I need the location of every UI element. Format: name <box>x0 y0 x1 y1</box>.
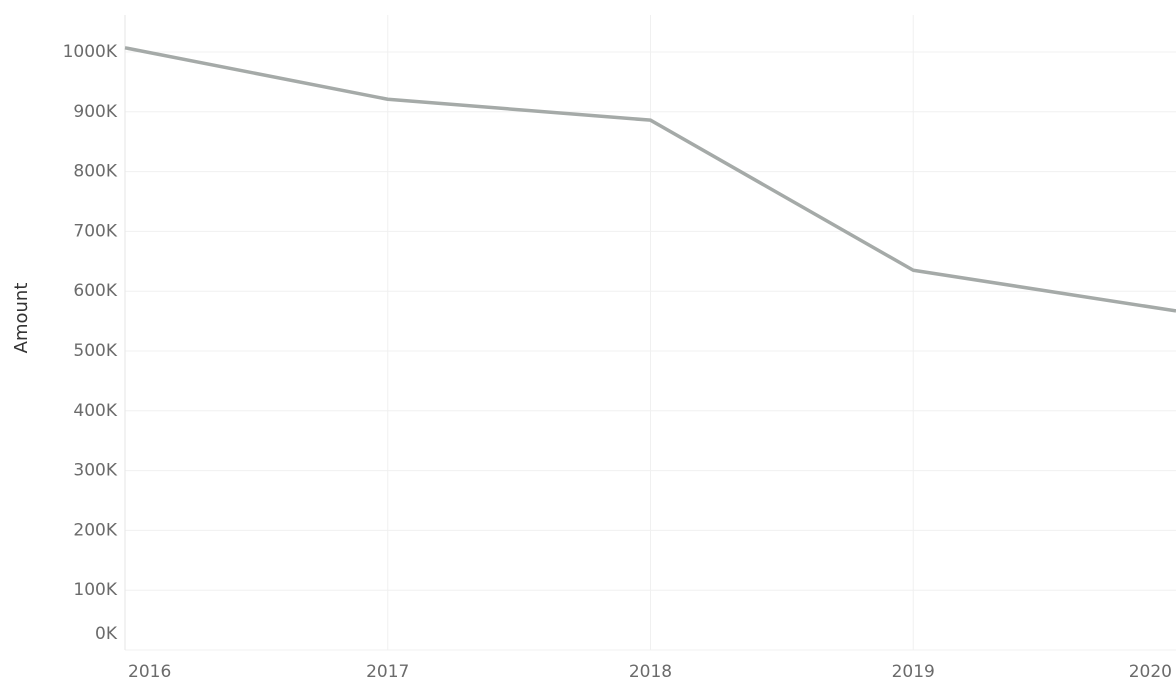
y-tick-label: 900K <box>73 102 117 122</box>
x-tick-label: 2020 <box>1129 662 1172 682</box>
y-tick-label: 1000K <box>63 42 118 62</box>
y-axis-title: Amount <box>11 283 32 354</box>
x-tick-label: 2019 <box>892 662 935 682</box>
y-tick-label: 800K <box>73 162 117 182</box>
y-tick-label: 0K <box>95 624 118 644</box>
y-tick-label: 700K <box>73 221 117 241</box>
y-tick-label: 200K <box>73 520 117 540</box>
y-tick-label: 400K <box>73 401 117 421</box>
x-tick-label: 2016 <box>128 662 171 682</box>
y-tick-label: 500K <box>73 341 117 361</box>
y-tick-label: 100K <box>73 580 117 600</box>
x-tick-label: 2018 <box>629 662 672 682</box>
line-series <box>124 46 1176 313</box>
y-tick-label: 300K <box>73 461 117 481</box>
y-tick-label: 600K <box>73 281 117 301</box>
x-tick-label: 2017 <box>366 662 409 682</box>
